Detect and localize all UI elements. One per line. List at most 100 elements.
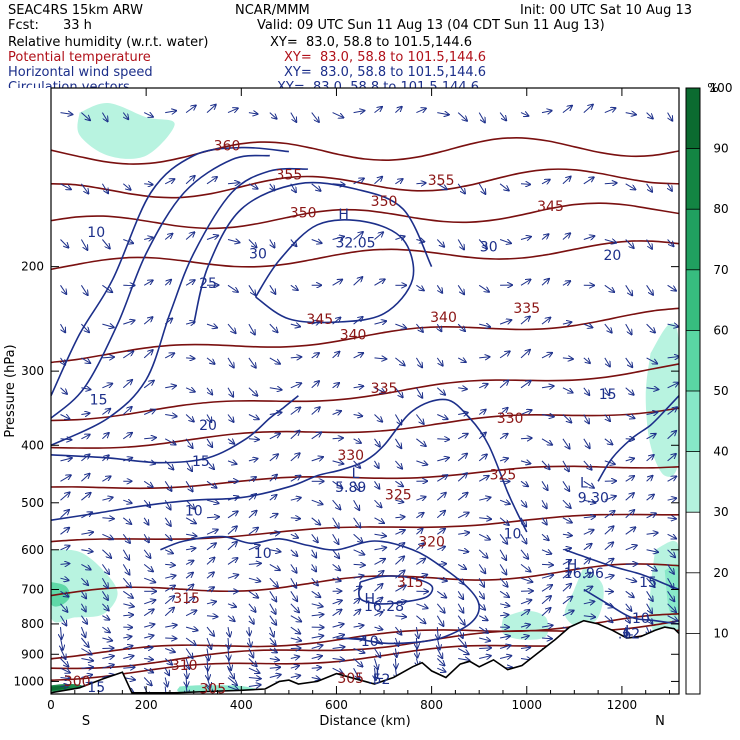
vector-arrow xyxy=(248,323,255,334)
vector-arrow xyxy=(458,388,467,389)
field-xy-vectors: XY= 83.0, 58.8 to 101.5,144.6 xyxy=(277,80,480,95)
vector-arrow xyxy=(646,513,656,519)
colorbar-tick-label: 80 xyxy=(713,202,728,216)
vector-arrow xyxy=(541,575,553,578)
vector-arrow xyxy=(80,239,87,250)
vector-arrow xyxy=(248,545,260,551)
y-tick-label: 600 xyxy=(21,543,44,557)
vector-arrow xyxy=(499,645,510,648)
vector-arrow xyxy=(625,458,634,461)
vector-arrow xyxy=(646,615,653,624)
vector-arrow xyxy=(164,438,175,445)
wind-contour-0 xyxy=(51,146,289,397)
vector-arrow xyxy=(270,183,275,191)
vector-arrow xyxy=(206,460,214,469)
vector-arrow xyxy=(394,414,401,425)
vector-arrow xyxy=(416,323,423,332)
vector-arrow xyxy=(81,112,90,121)
vector-arrow xyxy=(143,317,152,325)
vector-arrow xyxy=(353,599,360,605)
vector-arrow xyxy=(499,351,510,359)
vector-arrow xyxy=(604,575,614,578)
vector-arrow xyxy=(395,500,403,502)
vector-arrow xyxy=(227,183,239,184)
vector-arrow xyxy=(165,576,175,579)
vector-arrow xyxy=(415,357,422,367)
vector-arrow xyxy=(101,577,108,588)
vector-arrow xyxy=(499,408,508,415)
vector-arrow xyxy=(81,493,90,501)
vector-arrow xyxy=(500,615,508,616)
vector-arrow xyxy=(457,473,467,482)
vector-arrow xyxy=(478,564,485,573)
vector-arrow xyxy=(311,500,323,504)
vector-arrow xyxy=(143,668,153,672)
vector-arrow xyxy=(541,279,549,286)
model-title: SEAC4RS 15km ARW xyxy=(8,3,144,18)
vector-arrow xyxy=(416,615,425,624)
vector-arrow xyxy=(61,357,66,365)
wind-contour-5 xyxy=(254,219,415,324)
vector-arrow xyxy=(353,277,363,286)
vector-arrow xyxy=(436,615,443,626)
vector-arrow xyxy=(541,550,551,554)
vector-arrow xyxy=(437,439,449,440)
vector-arrow xyxy=(562,481,569,491)
vector-arrow xyxy=(227,439,234,444)
vector-arrow xyxy=(499,517,509,525)
vector-arrow xyxy=(499,577,508,587)
extremum-label: 16.28 xyxy=(364,599,404,615)
vector-arrow xyxy=(164,586,175,592)
vector-arrow xyxy=(269,323,278,332)
vector-arrow xyxy=(248,667,260,673)
vector-arrow xyxy=(499,458,508,461)
vector-arrow xyxy=(478,615,487,621)
vector-arrow xyxy=(562,281,570,285)
vector-arrow xyxy=(311,636,324,638)
vector-arrow xyxy=(541,180,550,184)
vector-arrow xyxy=(332,499,341,509)
field-xy-wind: XY= 83.0, 58.8 to 101.5,144.6 xyxy=(284,65,487,80)
vector-arrow xyxy=(457,591,463,599)
vector-arrow xyxy=(416,543,423,551)
vector-arrow xyxy=(123,636,131,638)
vector-arrow xyxy=(227,497,238,501)
vector-arrow xyxy=(458,413,468,415)
contour-label: 305 xyxy=(337,671,364,687)
theta-contour-320 xyxy=(51,513,679,543)
vector-arrow xyxy=(437,590,446,597)
vector-arrow xyxy=(61,627,62,639)
vector-arrow xyxy=(353,564,365,565)
vector-arrow xyxy=(541,564,553,565)
vector-arrow xyxy=(143,609,154,617)
vector-arrow xyxy=(520,517,526,526)
vector-arrow xyxy=(269,475,277,482)
extremum-label: H xyxy=(364,592,375,608)
colorbar-segment xyxy=(686,330,700,391)
vector-arrow xyxy=(395,658,396,669)
vector-arrow xyxy=(646,603,652,613)
x-tick-label: 400 xyxy=(230,698,253,712)
vector-arrow xyxy=(353,517,361,528)
vector-arrow xyxy=(60,323,66,332)
vector-arrow xyxy=(332,280,343,286)
vector-arrow xyxy=(102,549,111,558)
vector-arrow xyxy=(311,517,321,525)
vector-arrow xyxy=(416,108,426,112)
vector-arrow xyxy=(667,603,676,612)
vector-arrow xyxy=(583,500,596,503)
contour-label: 330 xyxy=(497,411,524,427)
colorbar-segment xyxy=(686,451,700,513)
vector-arrow xyxy=(60,546,70,550)
vector-arrow xyxy=(81,648,91,655)
vector-arrow xyxy=(165,686,166,694)
vector-arrow xyxy=(60,492,70,501)
vector-arrow xyxy=(60,183,71,190)
vector-arrow xyxy=(290,431,300,440)
vector-arrow xyxy=(102,476,110,482)
vector-arrow xyxy=(625,387,634,395)
valid-label: Valid: 09 UTC Sun 11 Aug 13 (04 CDT Sun … xyxy=(257,18,605,33)
x-tick-label: 0 xyxy=(47,698,55,712)
vector-arrow xyxy=(646,357,658,364)
vector-arrow xyxy=(269,659,279,661)
